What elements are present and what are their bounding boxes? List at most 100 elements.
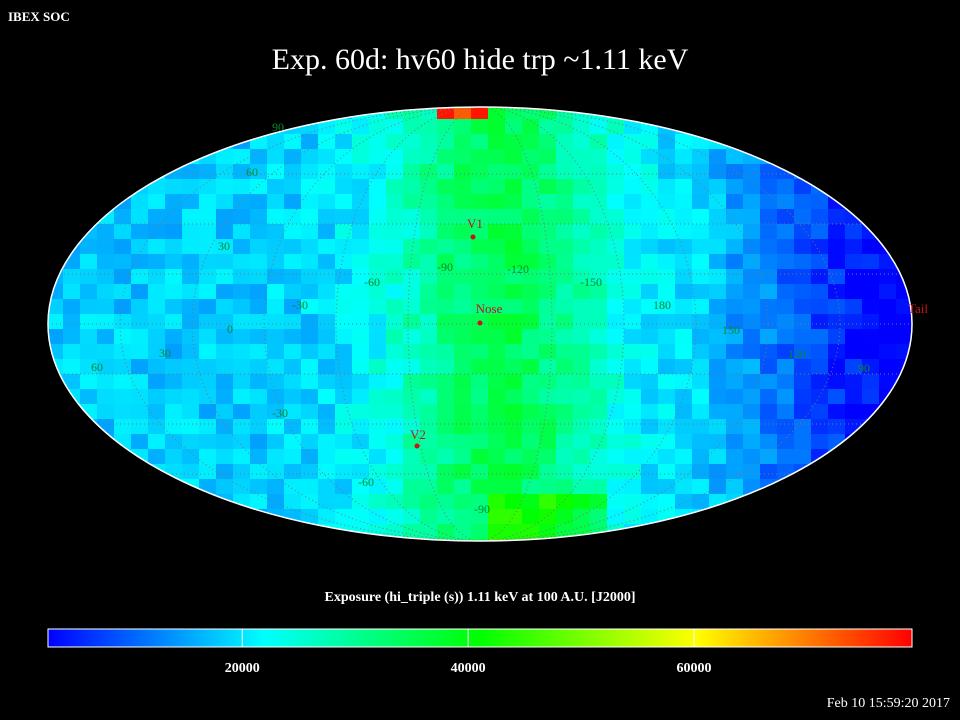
map-tile [488,374,505,389]
map-tile [607,224,624,239]
map-tile [522,374,539,389]
map-tile [216,404,233,419]
map-tile [386,149,403,164]
map-tile [828,374,845,389]
map-tile [250,299,267,314]
map-tile [454,284,471,299]
map-tile [182,209,199,224]
map-tile [658,344,675,359]
map-tile [675,284,692,299]
map-tile [726,314,743,329]
map-tile [539,119,556,134]
map-tile [352,494,369,509]
map-tile [488,314,505,329]
map-tile [318,149,335,164]
map-tile [522,224,539,239]
map-tile [607,359,624,374]
map-tile [437,107,454,119]
map-tile [284,149,301,164]
map-tile [760,329,777,344]
map-tile [811,434,828,449]
map-tile [675,254,692,269]
map-tile [403,524,420,539]
map-tile [573,224,590,239]
map-tile [590,449,607,464]
map-tile [726,344,743,359]
marker-dot [414,443,420,449]
map-tile [352,194,369,209]
map-tile [488,494,505,509]
map-tile [726,284,743,299]
map-tile [675,419,692,434]
map-tile [607,119,624,134]
map-tile [454,344,471,359]
map-tile [199,224,216,239]
map-tile [675,434,692,449]
map-tile [352,164,369,179]
map-tile [318,494,335,509]
map-tile [403,149,420,164]
map-tile [675,209,692,224]
map-tile [420,329,437,344]
map-tile [352,374,369,389]
map-tile [284,464,301,479]
map-tile [335,284,352,299]
map-tile [573,269,590,284]
map-tile [811,359,828,374]
map-tile [692,404,709,419]
map-tile [250,164,267,179]
map-tile [777,434,794,449]
map-tile [301,374,318,389]
colorbar-tick-label: 40000 [451,661,486,676]
map-tile [658,494,675,509]
map-tile [199,239,216,254]
map-tile [250,224,267,239]
map-tile [369,494,386,509]
map-tile [97,404,114,419]
map-tile [267,374,284,389]
map-tile [811,299,828,314]
map-tile [862,329,879,344]
map-tile [182,194,199,209]
map-tile [250,314,267,329]
map-tile [607,434,624,449]
map-tile [131,269,148,284]
map-tile [267,194,284,209]
map-tile [403,284,420,299]
map-tile [335,209,352,224]
map-tile [488,269,505,284]
map-tile [420,194,437,209]
map-tile [624,389,641,404]
map-tile [267,359,284,374]
map-tile [522,344,539,359]
map-tile [267,284,284,299]
map-tile [335,119,352,134]
map-tile [539,479,556,494]
map-tile [505,179,522,194]
map-tile [760,284,777,299]
map-tile [335,389,352,404]
map-tile [369,389,386,404]
map-tile [216,164,233,179]
map-tile [182,404,199,419]
map-tile [267,329,284,344]
map-tile [420,479,437,494]
map-tile [743,254,760,269]
map-tile [131,254,148,269]
map-tile [845,389,862,404]
map-tile [454,374,471,389]
map-tile [658,254,675,269]
map-tile [539,434,556,449]
map-tile [794,434,811,449]
map-tile [267,389,284,404]
map-tile [420,464,437,479]
map-tile [301,164,318,179]
map-tile [182,299,199,314]
map-tile [607,419,624,434]
map-tile [573,284,590,299]
map-tile [709,449,726,464]
map-tile [845,359,862,374]
map-tile [709,389,726,404]
map-tile [675,194,692,209]
map-tile [692,434,709,449]
